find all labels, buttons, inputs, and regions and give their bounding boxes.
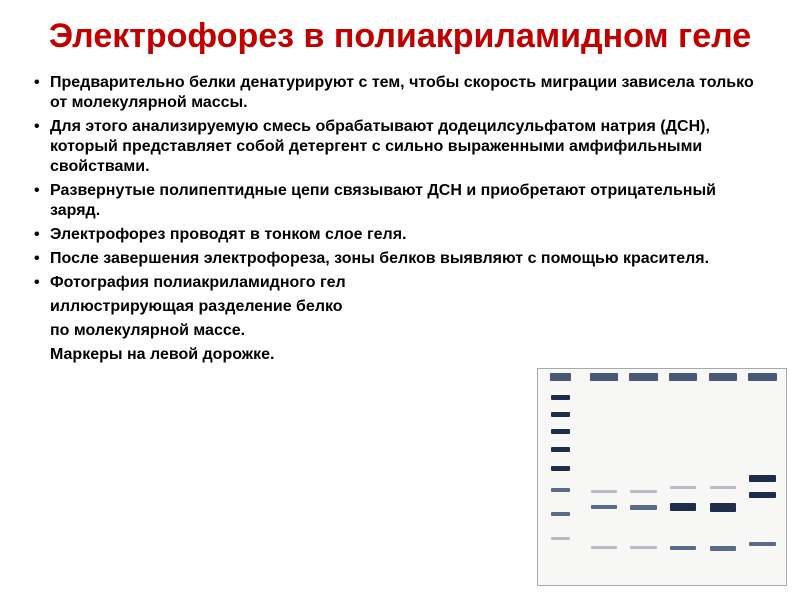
gel-band xyxy=(591,546,617,549)
gel-image xyxy=(537,368,787,586)
bullet-item: Развернутые полипептидные цепи связывают… xyxy=(50,181,768,221)
gel-band xyxy=(630,490,656,493)
gel-band xyxy=(749,475,775,482)
bullet-item: Фотография полиакриламидного гел xyxy=(50,273,768,293)
gel-band xyxy=(551,429,570,434)
gel-band xyxy=(551,488,570,492)
continuation-line: по молекулярной массе. xyxy=(32,321,768,341)
gel-band xyxy=(551,412,570,417)
bullet-item: Электрофорез проводят в тонком слое геля… xyxy=(50,225,768,245)
gel-band xyxy=(749,542,775,546)
bullet-item: После завершения электрофореза, зоны бел… xyxy=(50,249,768,269)
gel-lane xyxy=(667,369,699,585)
gel-band xyxy=(551,395,570,400)
gel-lane xyxy=(627,369,659,585)
gel-lane xyxy=(707,369,739,585)
gel-band xyxy=(670,503,696,511)
gel-band xyxy=(551,537,570,540)
gel-band xyxy=(670,546,696,550)
gel-band xyxy=(710,503,736,512)
trailing-lines: иллюстрирующая разделение белко по молеку… xyxy=(32,297,768,365)
continuation-line: Маркеры на левой дорожке. xyxy=(32,345,768,365)
continuation-line: иллюстрирующая разделение белко xyxy=(32,297,768,317)
slide-title: Электрофорез в полиакриламидном геле xyxy=(32,18,768,55)
gel-lane xyxy=(746,369,778,585)
bullet-item: Предварительно белки денатурируют с тем,… xyxy=(50,73,768,113)
gel-band xyxy=(591,490,617,493)
gel-band xyxy=(551,447,570,452)
gel-well xyxy=(748,373,776,381)
gel-well xyxy=(550,373,571,381)
gel-band xyxy=(551,466,570,471)
bullet-item: Для этого анализируемую смесь обрабатыва… xyxy=(50,117,768,177)
gel-lane xyxy=(548,369,573,585)
gel-lane xyxy=(588,369,620,585)
gel-well xyxy=(709,373,737,381)
bullet-list: Предварительно белки денатурируют с тем,… xyxy=(32,73,768,293)
gel-band xyxy=(551,512,570,516)
gel-well xyxy=(669,373,697,381)
gel-band xyxy=(630,546,656,549)
gel-band xyxy=(591,505,617,509)
gel-band xyxy=(710,486,736,489)
gel-band xyxy=(710,546,736,551)
gel-band xyxy=(630,505,656,510)
gel-band xyxy=(749,492,775,498)
gel-well xyxy=(590,373,618,381)
gel-band xyxy=(670,486,696,489)
gel-well xyxy=(629,373,657,381)
